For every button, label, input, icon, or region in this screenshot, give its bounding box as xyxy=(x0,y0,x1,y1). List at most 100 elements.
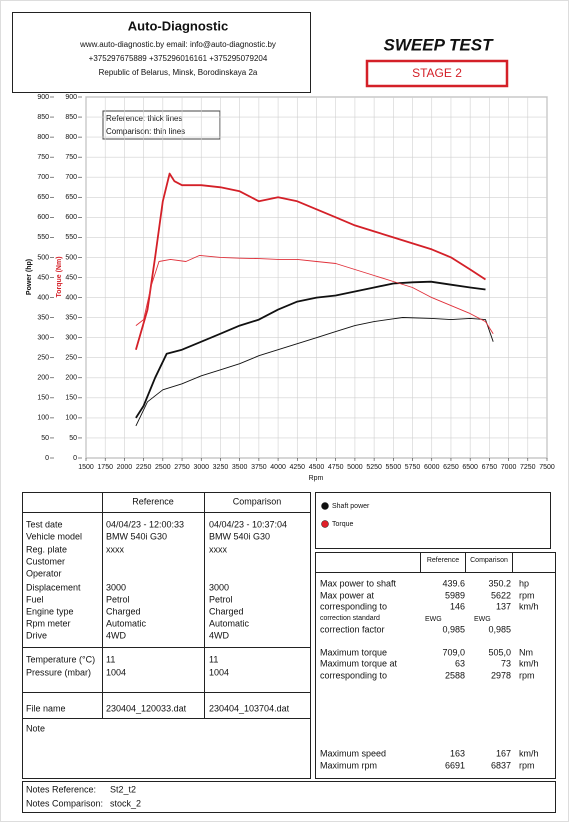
x-tick-label: 6500 xyxy=(462,464,478,471)
y2-tick-label: 600 xyxy=(65,214,77,221)
row-label: Max power at xyxy=(320,590,375,600)
curve xyxy=(135,172,486,350)
y-tick-label: 550 xyxy=(37,234,49,241)
comparison-value: xxxx xyxy=(209,544,228,554)
row-label: correction standard xyxy=(320,615,380,622)
reference-value: 1004 xyxy=(106,667,126,677)
y-tick-label: 400 xyxy=(37,294,49,301)
reference-value: 2588 xyxy=(445,670,465,680)
comparison-value: Automatic xyxy=(209,618,250,628)
y-tick-label: 800 xyxy=(37,134,49,141)
annotation: Comparison: thin lines xyxy=(106,127,185,136)
legend-label: Shaft power xyxy=(332,503,370,510)
row-label: Maximum torque at xyxy=(320,658,398,668)
row-label: corresponding to xyxy=(320,670,387,680)
comparison-value: 6837 xyxy=(491,760,511,770)
note-label: Notes Reference: xyxy=(26,784,96,794)
unit: rpm xyxy=(519,590,535,600)
unit: km/h xyxy=(519,601,539,611)
row-label: Vehicle model xyxy=(26,531,82,541)
reference-value: 163 xyxy=(450,748,465,758)
reference-value: 6691 xyxy=(445,760,465,770)
reference-value: 439.6 xyxy=(442,578,465,588)
reference-value: 4WD xyxy=(106,630,127,640)
y2-tick-label: 400 xyxy=(65,294,77,301)
row-label: Maximum speed xyxy=(320,748,386,758)
x-tick-label: 5250 xyxy=(366,464,382,471)
y2-tick-label: 650 xyxy=(65,194,77,201)
x-tick-label: 3000 xyxy=(193,464,209,471)
row-label: Rpm meter xyxy=(26,618,71,628)
comparison-value: 1004 xyxy=(209,667,229,677)
comparison-value: Charged xyxy=(209,606,244,616)
x-tick-label: 3750 xyxy=(251,464,267,471)
y2-axis-title: Torque (Nm) xyxy=(56,256,63,297)
row-label: Pressure (mbar) xyxy=(26,667,91,677)
y-axis-title: Power (hp) xyxy=(26,259,33,295)
x-tick-label: 5750 xyxy=(405,464,421,471)
sheet-title: SWEEP TEST xyxy=(384,35,495,54)
y-tick-label: 150 xyxy=(37,395,49,402)
y2-tick-label: 500 xyxy=(65,254,77,261)
comparison-value: 11 xyxy=(209,654,218,664)
unit: km/h xyxy=(519,658,539,668)
curve xyxy=(135,317,494,427)
curve xyxy=(135,280,486,419)
unit: km/h xyxy=(519,748,539,758)
reference-value: 709,0 xyxy=(442,647,465,657)
y2-tick-label: 750 xyxy=(65,154,77,161)
row-label: Temperature (°C) xyxy=(26,654,95,664)
comparison-value: 505,0 xyxy=(488,647,511,657)
note-value: stock_2 xyxy=(110,798,141,808)
comparison-value: 4WD xyxy=(209,630,230,640)
row-label: Drive xyxy=(26,630,47,640)
x-tick-label: 2750 xyxy=(174,464,190,471)
reference-value: Petrol xyxy=(106,594,130,604)
comparison-value: 73 xyxy=(501,658,511,668)
y2-tick-label: 450 xyxy=(65,274,77,281)
comparison-value: 2978 xyxy=(491,670,511,680)
row-label: Maximum torque xyxy=(320,647,387,657)
comparison-value: EWG xyxy=(474,616,491,623)
unit: rpm xyxy=(519,760,535,770)
comparison-value: 5622 xyxy=(491,590,511,600)
comparison-value: 230404_103704.dat xyxy=(209,703,290,713)
comparison-value: BMW 540i G30 xyxy=(209,531,270,541)
y2-tick-label: 350 xyxy=(65,314,77,321)
info-table xyxy=(22,492,311,779)
comparison-value: 0,985 xyxy=(488,624,511,634)
row-label: Reg. plate xyxy=(26,544,67,554)
y2-tick-label: 850 xyxy=(65,114,77,121)
reference-value: EWG xyxy=(425,616,442,623)
y2-tick-label: 50 xyxy=(69,435,77,442)
reference-value: 230404_120033.dat xyxy=(106,703,187,713)
row-label: Note xyxy=(26,723,45,733)
x-tick-label: 2000 xyxy=(117,464,133,471)
y-tick-label: 700 xyxy=(37,174,49,181)
y-tick-label: 500 xyxy=(37,254,49,261)
reference-value: 3000 xyxy=(106,582,126,592)
y-tick-label: 200 xyxy=(37,375,49,382)
note-value: St2_t2 xyxy=(110,784,136,794)
row-label: Max power to shaft xyxy=(320,578,397,588)
y2-tick-label: 800 xyxy=(65,134,77,141)
x-tick-label: 6000 xyxy=(424,464,440,471)
y-tick-label: 50 xyxy=(41,435,49,442)
x-tick-label: 1500 xyxy=(78,464,94,471)
x-tick-label: 6750 xyxy=(482,464,498,471)
x-tick-label: 7000 xyxy=(501,464,517,471)
y-tick-label: 650 xyxy=(37,194,49,201)
comparison-value: 3000 xyxy=(209,582,229,592)
reference-value: BMW 540i G30 xyxy=(106,531,167,541)
y-tick-label: 900 xyxy=(37,94,49,101)
x-tick-label: 4500 xyxy=(309,464,325,471)
y2-tick-label: 150 xyxy=(65,395,77,402)
x-axis-title: Rpm xyxy=(309,475,324,482)
y2-tick-label: 250 xyxy=(65,355,77,362)
x-tick-label: 4250 xyxy=(290,464,306,471)
x-tick-label: 2500 xyxy=(155,464,171,471)
stage: STAGE 2 xyxy=(412,66,462,80)
y-tick-label: 450 xyxy=(37,274,49,281)
